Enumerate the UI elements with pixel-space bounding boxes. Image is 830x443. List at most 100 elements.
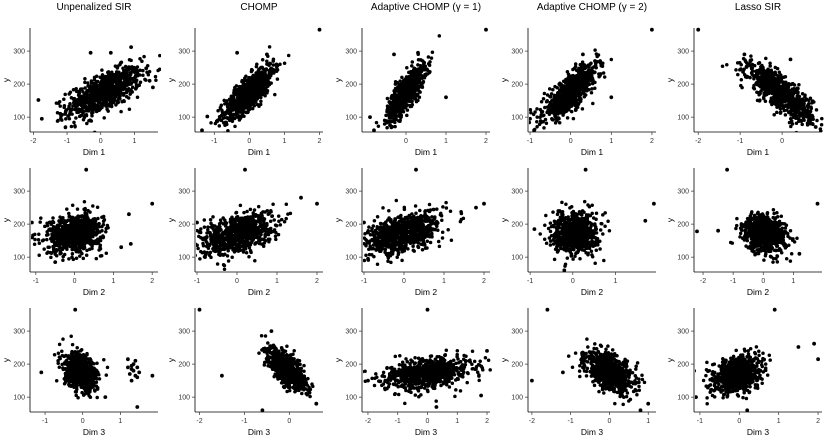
x-tick-label: -1: [737, 138, 743, 145]
data-points: [196, 167, 319, 271]
y-axis-label: y: [333, 77, 343, 82]
data-point: [569, 109, 574, 114]
data-point: [67, 92, 71, 96]
data-point: [778, 73, 783, 77]
data-point: [222, 116, 227, 120]
data-point: [88, 50, 93, 55]
data-point: [141, 73, 145, 77]
data-point: [800, 122, 804, 127]
data-point: [782, 92, 787, 97]
data-point: [265, 76, 270, 81]
data-point: [778, 110, 783, 114]
data-point: [81, 90, 85, 94]
data-point: [409, 72, 414, 77]
data-point: [73, 228, 77, 232]
data-point: [789, 124, 793, 129]
data-point: [91, 226, 96, 231]
data-point: [135, 65, 140, 69]
data-point: [122, 98, 126, 103]
data-point: [558, 103, 562, 107]
data-point: [92, 130, 97, 132]
data-point: [90, 114, 94, 118]
data-point: [238, 91, 243, 96]
data-point: [286, 53, 291, 58]
data-point: [752, 83, 756, 88]
data-point: [775, 110, 779, 115]
data-point: [761, 68, 766, 72]
data-point: [757, 93, 761, 97]
data-point: [78, 218, 83, 223]
data-point: [137, 83, 142, 88]
data-point: [63, 92, 67, 97]
y-tick-label: 300: [511, 49, 523, 56]
data-point: [425, 72, 430, 76]
data-point: [127, 65, 131, 69]
data-point: [544, 100, 549, 104]
data-point: [101, 81, 106, 86]
data-point: [393, 90, 397, 95]
data-point: [578, 95, 582, 100]
data-point: [91, 233, 95, 237]
data-point: [74, 256, 79, 261]
data-point: [551, 118, 555, 122]
data-point: [106, 70, 110, 75]
data-point: [100, 215, 104, 220]
data-point: [543, 105, 547, 110]
data-point: [250, 106, 255, 111]
data-point: [405, 65, 409, 70]
data-point: [372, 128, 376, 132]
data-point: [601, 61, 605, 66]
data-point: [570, 81, 574, 86]
panel-title: CHOMP: [240, 2, 278, 13]
y-tick-label: 200: [178, 82, 190, 89]
data-point: [71, 257, 76, 262]
data-point: [542, 113, 546, 117]
data-point: [414, 92, 418, 96]
data-point: [550, 98, 554, 103]
y-axis-label: y: [166, 77, 176, 82]
x-tick-label: -1: [33, 278, 39, 285]
data-point: [220, 110, 225, 115]
data-point: [810, 101, 814, 105]
data-point: [228, 110, 233, 114]
data-point: [138, 68, 142, 72]
x-tick-label: 0: [235, 278, 239, 285]
x-tick-label: 2: [650, 138, 654, 145]
data-point: [225, 116, 229, 120]
data-point: [587, 88, 591, 92]
data-point: [205, 114, 210, 119]
data-point: [416, 63, 420, 67]
data-point: [589, 91, 594, 95]
data-point: [83, 77, 87, 81]
data-point: [69, 221, 73, 225]
data-point: [233, 124, 237, 129]
data-point: [577, 75, 582, 79]
data-point: [591, 101, 595, 106]
data-point: [581, 91, 585, 95]
data-point: [597, 74, 601, 79]
data-point: [144, 78, 148, 82]
data-point: [114, 83, 118, 88]
data-point: [243, 76, 247, 80]
data-point: [111, 100, 116, 105]
data-point: [769, 84, 774, 88]
data-point: [227, 118, 232, 123]
data-point: [231, 105, 236, 110]
data-point: [55, 110, 60, 115]
data-point: [794, 110, 798, 115]
data-point: [86, 208, 90, 213]
data-point: [537, 122, 542, 127]
data-point: [261, 86, 266, 90]
data-point: [81, 256, 86, 261]
data-point: [815, 118, 819, 123]
data-point: [793, 113, 798, 118]
data-point: [593, 59, 597, 63]
x-tick-label: -1: [211, 138, 217, 145]
data-point: [402, 79, 406, 83]
data-point: [127, 107, 132, 111]
data-point: [809, 116, 814, 121]
data-point: [153, 74, 158, 79]
data-point: [783, 74, 788, 79]
data-point: [95, 241, 100, 246]
data-point: [229, 94, 234, 98]
